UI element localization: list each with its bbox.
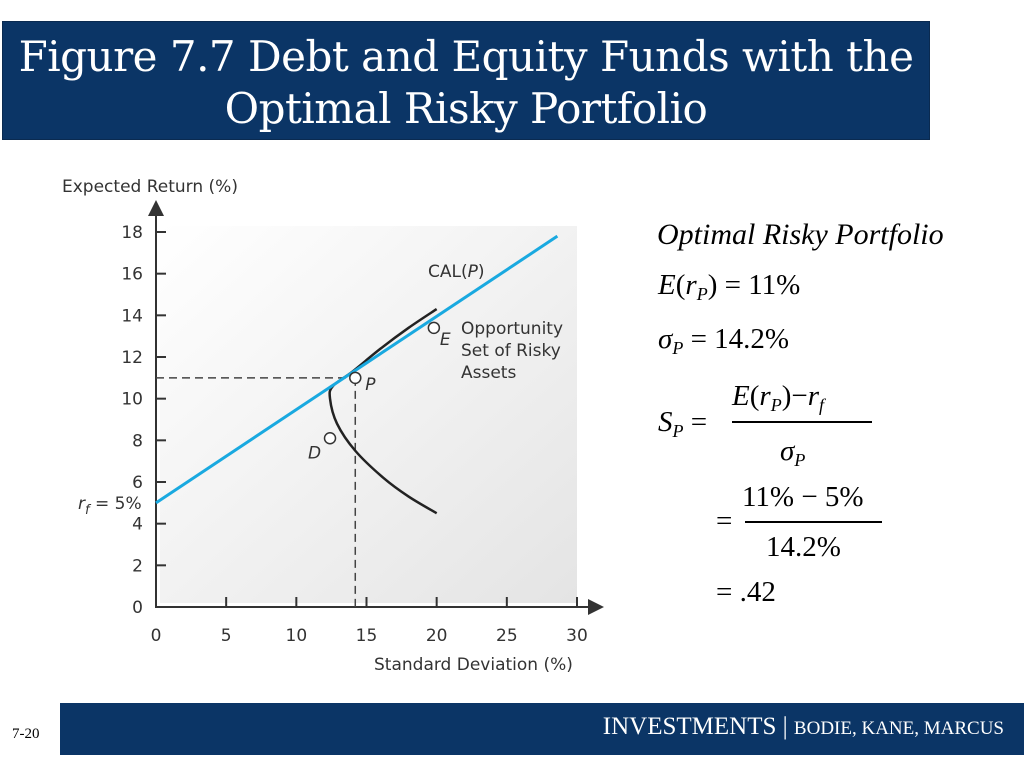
sharpe-denominator: σP [780, 435, 805, 471]
x-axis-title: Standard Deviation (%) [374, 655, 573, 675]
expected-return-formula: E(rP) = 11% [658, 269, 800, 305]
step2-fraction-bar [745, 521, 882, 523]
sharpe-eq: = [690, 406, 708, 438]
sigma-symbol: σ [658, 323, 673, 355]
sigma-p: P [672, 338, 684, 358]
y-tick-label: 18 [121, 223, 143, 243]
footer-authors: BODIE, KANE, MARCUS [793, 718, 1004, 739]
cal-line [155, 234, 559, 505]
sigma-formula: σP = 14.2% [658, 323, 789, 359]
sharpe-result: = .42 [716, 576, 776, 608]
rf-label-value: = 5% [90, 494, 142, 514]
footer-text: INVESTMENTS | BODIE, KANE, MARCUS [603, 713, 1004, 741]
sharpe-fraction-bar [732, 421, 872, 423]
slide-number: 7-20 [12, 726, 40, 742]
num-minus: − [791, 380, 808, 412]
er-open: ( [675, 269, 686, 301]
x-tick-label: 10 [286, 626, 308, 646]
x-tick-label: 25 [496, 626, 518, 646]
sharpe-lhs: SP = [658, 406, 707, 442]
slide-title-line-2: Optimal Risky Portfolio [224, 84, 708, 133]
num-p: P [770, 395, 782, 415]
point-label-p: P [365, 375, 376, 395]
opportunity-label-line-2: Set of Risky [461, 341, 561, 361]
step2-denominator: 14.2% [766, 531, 841, 563]
step2-numerator: 11% − 5% [742, 481, 864, 513]
point-d [323, 432, 337, 445]
plot-background [160, 226, 577, 603]
y-tick-label: 0 [132, 598, 143, 618]
x-tick-label: 15 [356, 626, 378, 646]
er-r: r [685, 269, 697, 301]
step2-eq: = [716, 505, 733, 537]
num-open: ( [749, 380, 760, 412]
y-tick-label: 8 [132, 431, 143, 451]
y-tick-label: 6 [132, 473, 143, 493]
sharpe-s: S [658, 406, 673, 438]
cal-label: CAL(P) [428, 262, 485, 282]
slide-title-line-1: Figure 7.7 Debt and Equity Funds with th… [18, 32, 914, 81]
y-tick-label: 10 [121, 390, 143, 410]
cal-label-text: CAL( [428, 262, 468, 282]
footer-banner: INVESTMENTS | BODIE, KANE, MARCUS [60, 703, 1024, 755]
num-e: E [732, 380, 750, 412]
efficient-frontier-chart: 0 2 4 6 8 10 12 14 16 18 0 5 10 15 20 25 30 Expected Retu… [62, 177, 604, 675]
cal-label-p: P [468, 262, 479, 282]
y-tick-label: 12 [121, 348, 143, 368]
cal-label-end: ) [478, 262, 485, 282]
footer-separator: | [782, 713, 788, 740]
x-tick-label: 20 [426, 626, 448, 646]
y-tick-label: 14 [121, 306, 143, 326]
opportunity-label-line-1: Opportunity [461, 319, 563, 339]
x-tick-label: 5 [221, 626, 232, 646]
point-label-e: E [440, 330, 451, 350]
num-rf-r: r [807, 380, 820, 412]
y-axis-arrow [148, 200, 164, 216]
point-e [427, 321, 441, 335]
er-value: = 11% [724, 269, 801, 301]
sharpe-numerator: E(rP)−rf [732, 380, 824, 416]
den-sigma: σ [780, 435, 795, 467]
er-close: ) [707, 269, 718, 301]
num-r: r [759, 380, 771, 412]
y-tick-label: 2 [132, 556, 143, 576]
point-label-d: D [308, 443, 321, 463]
rf-label-r: r [78, 494, 86, 514]
x-axis-arrow [588, 599, 604, 615]
er-p: P [696, 284, 708, 304]
opportunity-set-curve [328, 308, 438, 515]
sigma-value: = 14.2% [690, 323, 790, 355]
rf-label-f: f [85, 503, 92, 518]
y-axis-title: Expected Return (%) [62, 177, 238, 197]
er-e: E [658, 269, 676, 301]
x-tick-label: 30 [566, 626, 588, 646]
x-tick-label: 0 [151, 626, 162, 646]
num-rf-f: f [819, 395, 825, 415]
y-tick-label: 16 [121, 265, 143, 285]
num-close: ) [781, 380, 792, 412]
y-tick-label: 4 [132, 515, 143, 535]
opportunity-label-line-3: Assets [461, 363, 516, 383]
title-banner: Figure 7.7 Debt and Equity Funds with th… [2, 21, 930, 140]
den-p: P [794, 450, 806, 470]
rf-label: rf = 5% [78, 494, 142, 518]
point-p [349, 371, 362, 385]
footer-main: INVESTMENTS [602, 713, 777, 740]
sharpe-p: P [672, 421, 684, 441]
formula-heading: Optimal Risky Portfolio [657, 218, 944, 251]
